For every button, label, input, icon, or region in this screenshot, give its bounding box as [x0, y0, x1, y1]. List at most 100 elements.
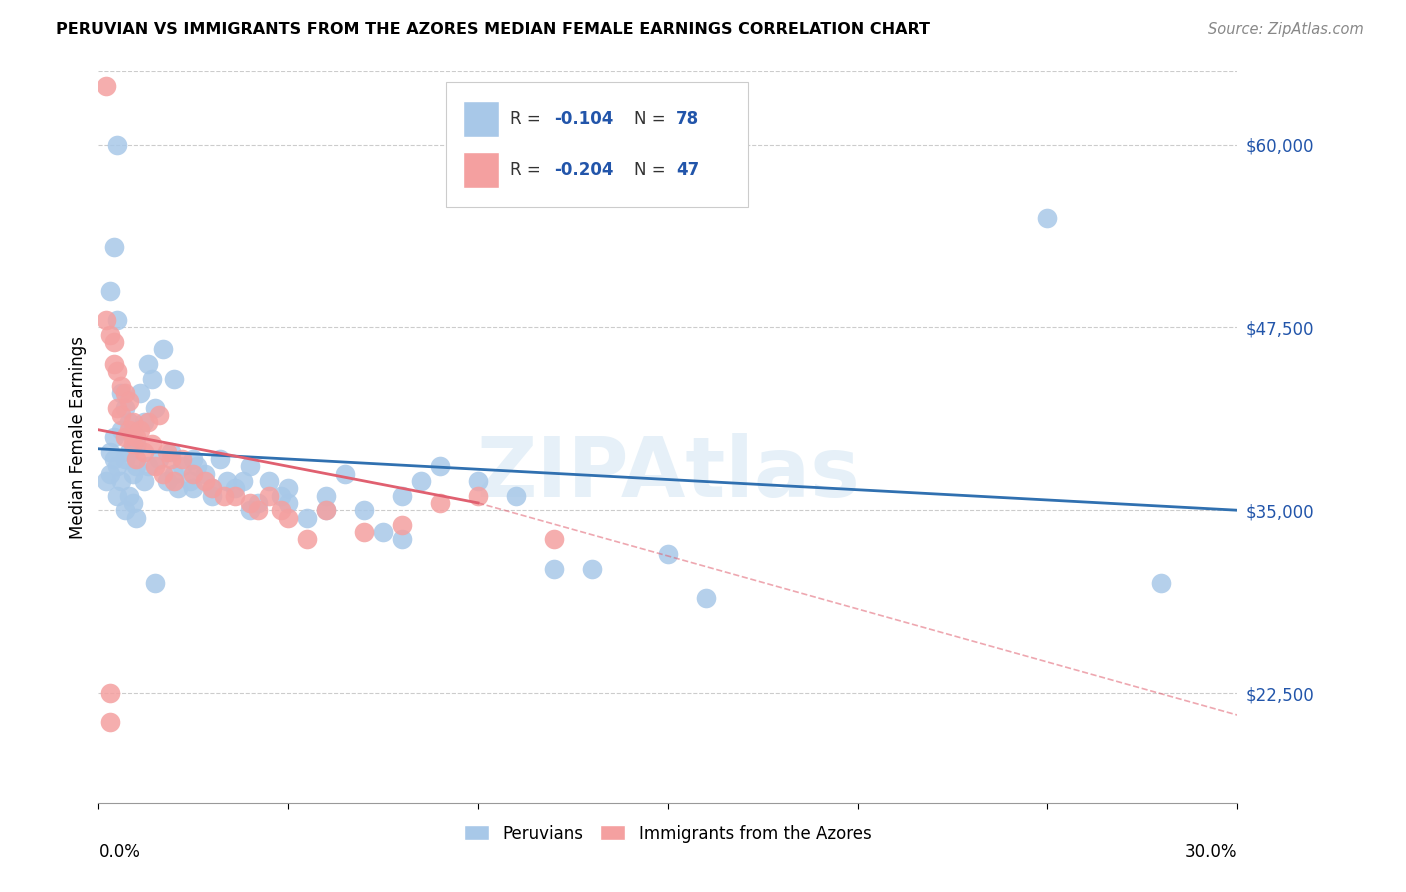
- Point: [163, 467, 186, 481]
- Point: [179, 474, 201, 488]
- Point: [136, 416, 159, 430]
- Point: [107, 364, 129, 378]
- Point: [114, 401, 136, 415]
- Point: [270, 489, 292, 503]
- Point: [391, 517, 413, 532]
- Point: [118, 489, 141, 503]
- Point: [277, 481, 299, 495]
- Point: [277, 496, 299, 510]
- Text: N =: N =: [634, 110, 671, 128]
- Point: [391, 489, 413, 503]
- Point: [695, 591, 717, 605]
- Point: [118, 416, 141, 430]
- Point: [467, 474, 489, 488]
- Point: [315, 503, 337, 517]
- Point: [98, 686, 121, 700]
- Point: [103, 240, 125, 254]
- Point: [121, 467, 143, 481]
- Text: 78: 78: [676, 110, 699, 128]
- Point: [429, 496, 451, 510]
- Point: [129, 423, 152, 437]
- Point: [125, 510, 148, 524]
- Point: [232, 474, 254, 488]
- Point: [152, 343, 174, 357]
- Text: 30.0%: 30.0%: [1185, 843, 1237, 861]
- Point: [353, 503, 375, 517]
- Point: [125, 430, 148, 444]
- Point: [201, 481, 224, 495]
- Point: [94, 313, 117, 327]
- Point: [132, 474, 155, 488]
- Point: [201, 481, 224, 495]
- Text: Source: ZipAtlas.com: Source: ZipAtlas.com: [1208, 22, 1364, 37]
- Point: [103, 430, 125, 444]
- FancyBboxPatch shape: [463, 101, 499, 137]
- Point: [159, 452, 181, 467]
- Point: [297, 533, 319, 547]
- Point: [125, 459, 148, 474]
- Point: [259, 474, 281, 488]
- Point: [1036, 211, 1059, 225]
- Point: [246, 503, 269, 517]
- Text: -0.204: -0.204: [554, 161, 613, 179]
- Point: [581, 562, 603, 576]
- Point: [103, 452, 125, 467]
- Point: [371, 525, 394, 540]
- Point: [543, 533, 565, 547]
- Point: [212, 489, 235, 503]
- Point: [98, 444, 121, 458]
- Point: [543, 562, 565, 576]
- Point: [107, 459, 129, 474]
- Point: [224, 481, 246, 495]
- Point: [170, 452, 193, 467]
- Point: [353, 525, 375, 540]
- Point: [183, 452, 205, 467]
- Point: [121, 496, 143, 510]
- Point: [186, 459, 208, 474]
- Point: [94, 474, 117, 488]
- Point: [194, 467, 217, 481]
- Text: 0.0%: 0.0%: [98, 843, 141, 861]
- Point: [167, 481, 190, 495]
- Point: [98, 467, 121, 481]
- Point: [335, 467, 357, 481]
- Point: [103, 357, 125, 371]
- Point: [163, 371, 186, 385]
- Point: [297, 510, 319, 524]
- Point: [110, 408, 132, 422]
- Text: PERUVIAN VS IMMIGRANTS FROM THE AZORES MEDIAN FEMALE EARNINGS CORRELATION CHART: PERUVIAN VS IMMIGRANTS FROM THE AZORES M…: [56, 22, 931, 37]
- Legend: Peruvians, Immigrants from the Azores: Peruvians, Immigrants from the Azores: [457, 818, 879, 849]
- Point: [505, 489, 527, 503]
- Point: [156, 474, 179, 488]
- Point: [411, 474, 433, 488]
- Point: [141, 437, 163, 451]
- Point: [98, 715, 121, 730]
- Point: [270, 503, 292, 517]
- Point: [110, 474, 132, 488]
- Point: [239, 503, 262, 517]
- Point: [145, 576, 167, 591]
- Point: [132, 444, 155, 458]
- Point: [125, 437, 148, 451]
- Point: [110, 379, 132, 393]
- Point: [194, 474, 217, 488]
- Point: [148, 452, 170, 467]
- Point: [259, 489, 281, 503]
- Point: [183, 481, 205, 495]
- Text: 47: 47: [676, 161, 699, 179]
- Point: [98, 284, 121, 298]
- Point: [136, 459, 159, 474]
- Point: [315, 503, 337, 517]
- Text: R =: R =: [509, 110, 546, 128]
- Point: [98, 327, 121, 342]
- Text: -0.104: -0.104: [554, 110, 613, 128]
- Point: [239, 459, 262, 474]
- Point: [107, 313, 129, 327]
- Point: [103, 334, 125, 349]
- Point: [107, 489, 129, 503]
- Point: [114, 503, 136, 517]
- Point: [277, 510, 299, 524]
- Y-axis label: Median Female Earnings: Median Female Earnings: [69, 335, 87, 539]
- Point: [201, 489, 224, 503]
- Point: [94, 78, 117, 93]
